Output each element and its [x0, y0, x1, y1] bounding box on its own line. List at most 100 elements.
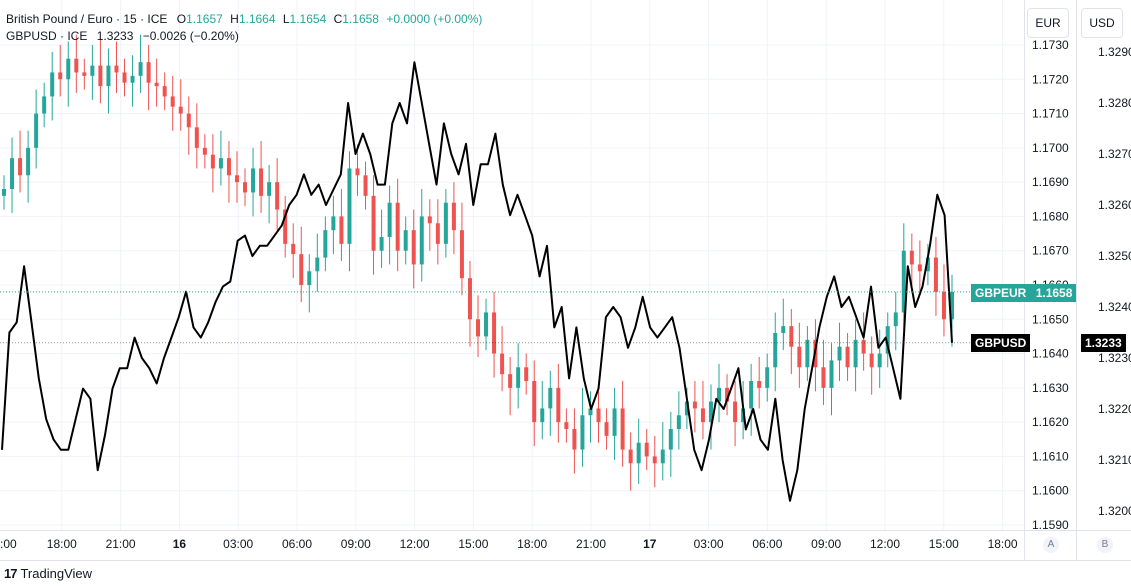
candle-body — [668, 429, 673, 450]
usd-tick-label: 1.3290 — [1098, 45, 1131, 59]
candle-body — [861, 339, 866, 354]
eur-tick-label: 1.1690 — [1032, 175, 1069, 189]
legend-high-value: 1.1664 — [238, 12, 276, 26]
candle-body — [500, 353, 505, 375]
candle-body — [162, 86, 167, 97]
candle-body — [933, 257, 938, 292]
candle-body — [154, 82, 159, 87]
usd-tick-label: 1.3270 — [1098, 147, 1131, 161]
candle-body — [283, 209, 288, 244]
auto-scale-button[interactable]: A — [1043, 537, 1059, 553]
candle-body — [299, 254, 304, 285]
legend-symbol-gbpusd[interactable]: GBPUSD · ICE — [6, 29, 88, 43]
candle-body — [660, 449, 665, 464]
time-tick-label: 06:00 — [752, 537, 782, 551]
time-tick-label: 18:00 — [517, 537, 547, 551]
usd-tick-label: 1.3230 — [1098, 351, 1131, 365]
legend-change-gbpusd: −0.0026 (−0.20%) — [142, 29, 239, 43]
candle-body — [877, 353, 882, 368]
candle-body — [644, 442, 649, 457]
candle-body — [275, 182, 280, 210]
candle-body — [467, 278, 472, 320]
candle-body — [733, 401, 738, 423]
candle-body — [66, 58, 71, 80]
time-tick-label: 12:00 — [400, 537, 430, 551]
candle-body — [339, 216, 344, 244]
candle-body — [652, 456, 657, 464]
candle-body — [508, 374, 513, 388]
candle-body — [459, 230, 464, 279]
candle-body — [98, 65, 103, 87]
eur-axis-header[interactable]: EUR — [1027, 8, 1069, 38]
candle-body — [797, 346, 802, 368]
candle-body — [114, 65, 119, 73]
legend-low-label: L — [282, 12, 290, 26]
candle-body — [765, 367, 770, 388]
candle-body — [476, 319, 480, 337]
candle-body — [10, 158, 15, 189]
candle-body — [435, 223, 440, 244]
time-tick-label: 09:00 — [811, 537, 841, 551]
candle-body — [749, 381, 754, 409]
eur-tick-label: 1.1610 — [1032, 449, 1069, 463]
candle-body — [42, 96, 47, 114]
candle-body — [411, 230, 416, 265]
candle-body — [323, 230, 328, 258]
candle-body — [427, 216, 432, 224]
log-scale-button[interactable]: B — [1097, 537, 1113, 553]
time-tick-label: 21:00 — [576, 537, 606, 551]
candle-body — [186, 113, 191, 128]
candle-body — [291, 243, 296, 255]
candle-body — [532, 381, 537, 423]
chart-legend: British Pound / Euro · 15 · ICE O1.1657 … — [6, 11, 482, 45]
gbpusd-badge-value: 1.3233 — [1085, 336, 1122, 350]
legend-high-label: H — [230, 12, 239, 26]
candle-body — [684, 401, 689, 416]
usd-tick-label: 1.3200 — [1098, 504, 1131, 518]
candle-body — [941, 291, 946, 320]
eur-tick-label: 1.1640 — [1032, 347, 1069, 361]
candle-body — [901, 250, 906, 313]
candle-body — [564, 422, 569, 429]
candle-body — [845, 346, 850, 368]
legend-row-gbpusd: GBPUSD · ICE 1.3233 −0.0026 (−0.20%) — [6, 28, 482, 45]
candle-body — [917, 264, 922, 272]
candle-body — [636, 442, 641, 464]
candle-body — [773, 333, 778, 368]
eur-tick-label: 1.1590 — [1032, 518, 1069, 532]
time-tick-label: 06:00 — [282, 537, 312, 551]
tradingview-logo[interactable]: 17 TradingView — [4, 566, 92, 581]
candle-body — [451, 202, 456, 231]
candle-body — [363, 175, 368, 196]
candle-body — [708, 401, 713, 423]
candle-body — [781, 326, 786, 333]
candle-body — [379, 237, 384, 251]
candle-body — [821, 367, 826, 388]
candle-body — [717, 387, 722, 402]
candle-body — [18, 158, 23, 176]
candle-body — [347, 168, 352, 244]
gbpusd-series-line — [1, 61, 953, 502]
time-tick-label: 18:00 — [47, 537, 77, 551]
candle-body — [178, 106, 183, 114]
candle-body — [387, 202, 392, 237]
eur-tick-label: 1.1680 — [1032, 209, 1069, 223]
candle-body — [395, 202, 400, 251]
legend-close-label: C — [333, 12, 343, 26]
candle-body — [210, 154, 215, 169]
usd-tick-label: 1.3250 — [1098, 249, 1131, 263]
usd-axis-header[interactable]: USD — [1081, 8, 1123, 38]
legend-last-gbpusd: 1.3233 — [96, 29, 134, 43]
candle-body — [757, 381, 762, 388]
candle-body — [371, 195, 376, 251]
eur-tick-label: 1.1730 — [1032, 38, 1069, 52]
time-tick-label: 16 — [173, 537, 187, 551]
candle-body — [202, 147, 207, 155]
gbpeur-badge-label: GBPEUR — [975, 286, 1027, 300]
candle-body — [138, 62, 143, 76]
candle-body — [789, 326, 794, 347]
legend-symbol-gbpeur[interactable]: British Pound / Euro · 15 · ICE — [6, 12, 168, 26]
candle-body — [853, 339, 858, 368]
eur-tick-label: 1.1620 — [1032, 415, 1069, 429]
